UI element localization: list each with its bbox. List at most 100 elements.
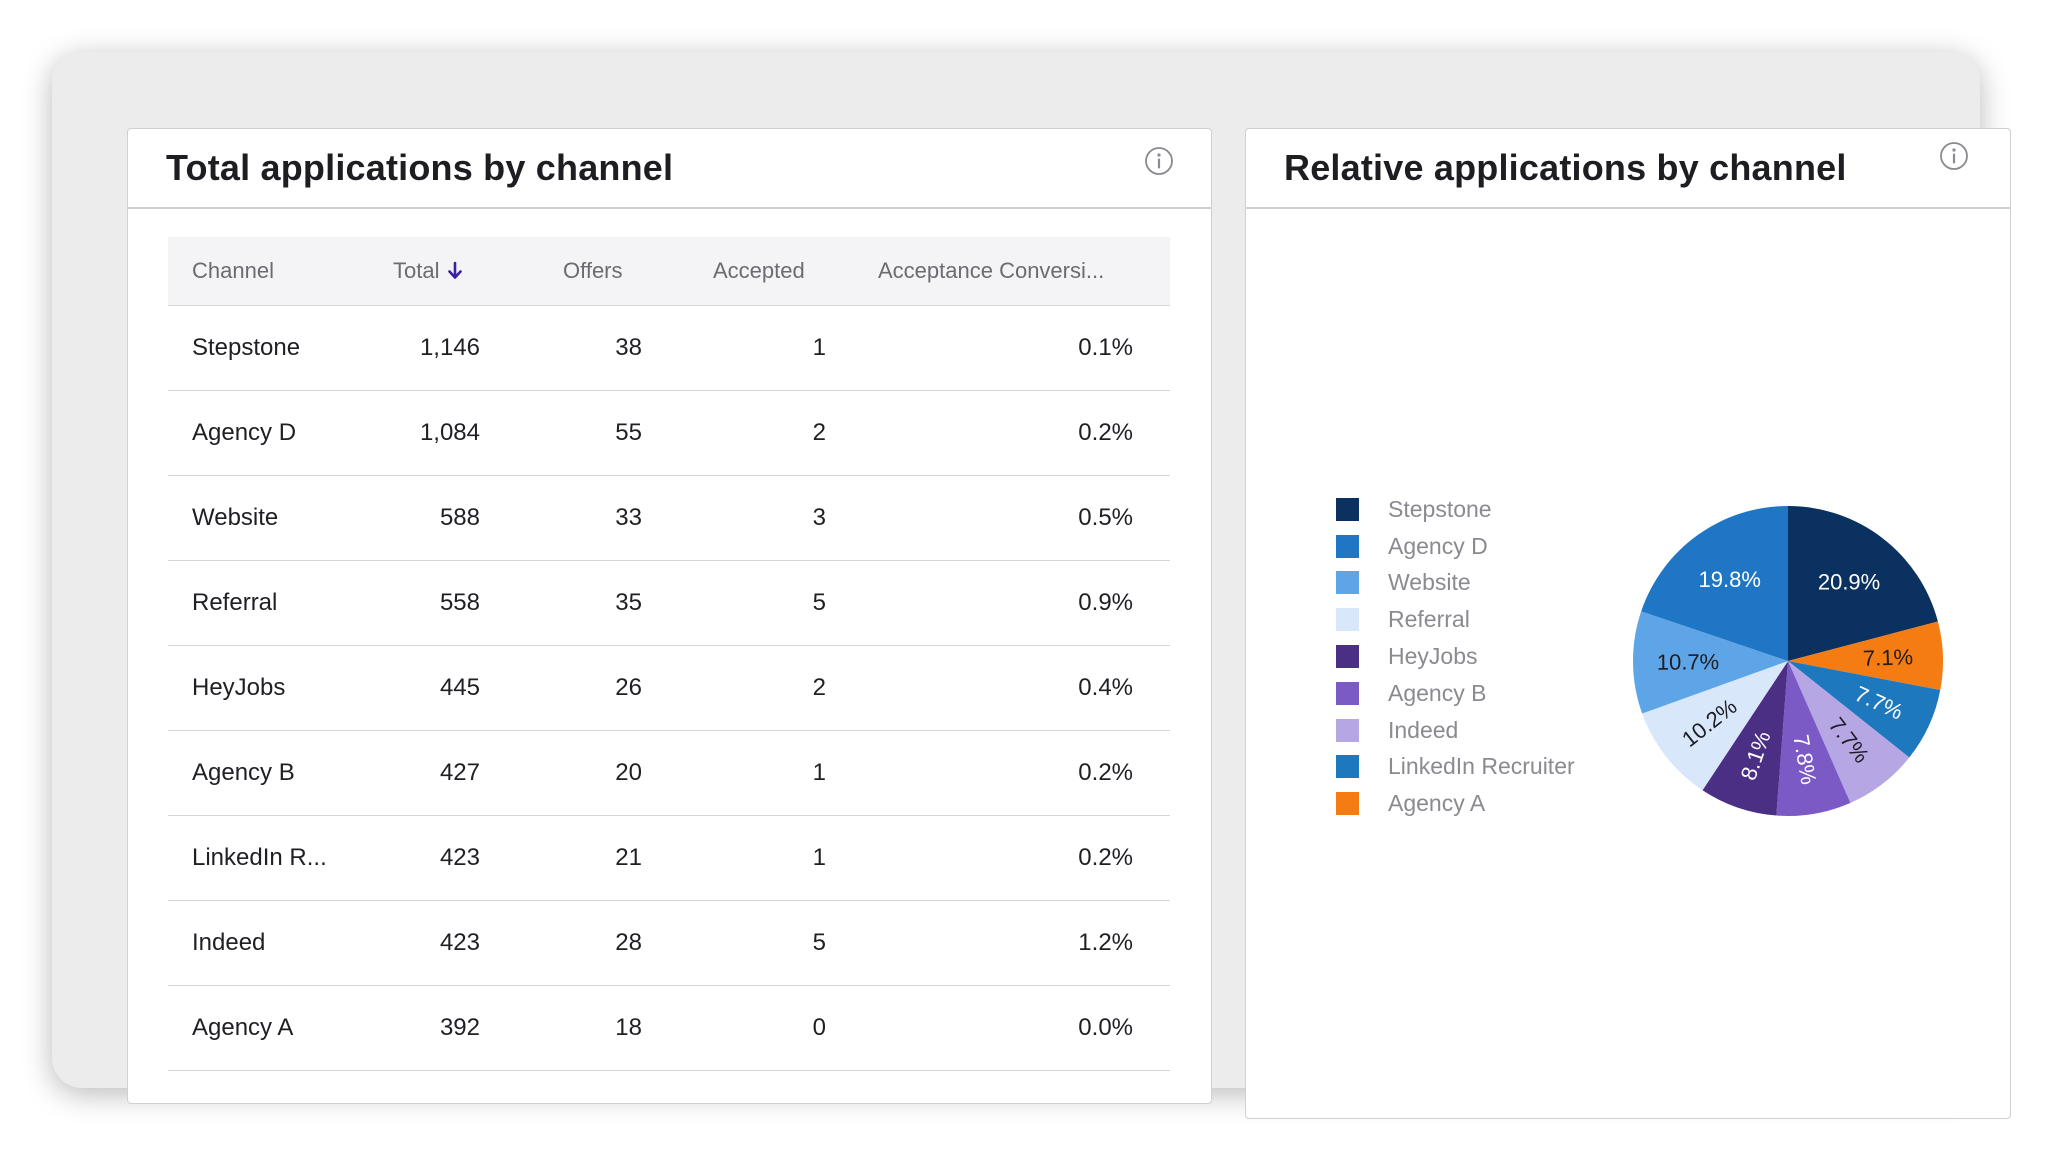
pie-slice[interactable] [1633,611,1788,714]
cell-offers: 28 [615,929,642,956]
pie-chart: 20.9%7.1%7.7%7.7%7.8%8.1%10.2%10.7%19.8% [1633,506,1943,816]
legend-item[interactable]: Website [1336,565,1575,602]
table-body: Stepstone 1,146 38 1 0.1% Agency D 1,084 55 2 0.2… [168,306,1170,1071]
chart-legend: Stepstone Agency D Website Referral HeyJobs A… [1336,491,1575,822]
cell-accepted: 1 [812,759,826,786]
pie-slice-label: 10.7% [1657,649,1720,675]
legend-item[interactable]: Stepstone [1336,491,1575,528]
legend-label: Website [1388,569,1471,596]
cell-acceptance-conversion: 1.2% [1078,929,1133,956]
cell-acceptance-conversion: 0.4% [1078,674,1133,701]
cell-offers: 35 [615,589,642,616]
cell-offers: 38 [615,334,642,361]
cell-offers: 20 [615,759,642,786]
legend-label: HeyJobs [1388,643,1478,670]
legend-item[interactable]: Indeed [1336,712,1575,749]
legend-item[interactable]: Agency B [1336,675,1575,712]
legend-item[interactable]: HeyJobs [1336,638,1575,675]
cell-channel: Stepstone [192,334,301,361]
cell-accepted: 2 [812,674,826,701]
table-header: Channel Total Offers Accepted Acceptance… [168,237,1170,306]
cell-channel: Agency D [192,419,297,446]
cell-offers: 21 [615,844,642,871]
panel-divider [1246,207,2010,209]
cell-channel: Indeed [192,929,266,956]
column-header-accepted[interactable]: Accepted [713,258,805,283]
cell-acceptance-conversion: 0.1% [1078,334,1133,361]
cell-channel: HeyJobs [192,674,286,701]
column-header-acceptance-conversion[interactable]: Acceptance Conversi... [878,258,1105,283]
info-circle-icon[interactable] [1143,145,1175,177]
table-row[interactable]: HeyJobs 445 26 2 0.4% [168,646,1170,731]
cell-acceptance-conversion: 0.9% [1078,589,1133,616]
total-applications-panel: Total applications by channel Channel To… [127,128,1212,1104]
legend-swatch [1336,718,1359,742]
panel-divider [128,207,1211,209]
legend-swatch [1336,645,1359,669]
cell-offers: 55 [615,419,642,446]
cell-total: 445 [439,674,480,701]
legend-label: Indeed [1388,716,1459,743]
legend-label: Agency D [1388,532,1488,559]
cell-accepted: 1 [812,844,826,871]
cell-total: 423 [439,929,480,956]
table-row[interactable]: LinkedIn R... 423 21 1 0.2% [168,816,1170,901]
cell-acceptance-conversion: 0.0% [1078,1014,1133,1041]
cell-accepted: 0 [812,1014,826,1041]
table-row[interactable]: Website 588 33 3 0.5% [168,476,1170,561]
column-header-channel[interactable]: Channel [192,258,274,283]
pie-slice[interactable] [1788,621,1943,691]
table-row[interactable]: Agency A 392 18 0 0.0% [168,986,1170,1071]
cell-acceptance-conversion: 0.2% [1078,844,1133,871]
table-row[interactable]: Agency D 1,084 55 2 0.2% [168,391,1170,476]
cell-total: 392 [439,1014,480,1041]
pie-slice-label: 19.8% [1699,567,1761,592]
cell-channel: Agency B [192,759,295,786]
relative-applications-panel: Relative applications by channel Stepsto… [1245,128,2011,1119]
legend-item[interactable]: LinkedIn Recruiter [1336,749,1575,786]
panel-title: Total applications by channel [166,147,674,188]
cell-accepted: 2 [812,419,826,446]
legend-swatch [1336,497,1359,521]
cell-channel: LinkedIn R... [192,844,327,871]
panel-title: Relative applications by channel [1284,147,1847,188]
legend-item[interactable]: Referral [1336,601,1575,638]
pie-slice[interactable] [1788,661,1910,803]
cell-channel: Agency A [192,1014,294,1041]
cell-accepted: 1 [812,334,826,361]
pie-slice[interactable] [1641,506,1788,661]
arrow-down-icon [448,261,463,279]
cell-channel: Referral [192,589,278,616]
pie-slice[interactable] [1788,506,1938,661]
cell-total: 558 [439,589,480,616]
table-row[interactable]: Indeed 423 28 5 1.2% [168,901,1170,986]
info-circle-icon[interactable] [1938,140,1970,172]
table-row[interactable]: Referral 558 35 5 0.9% [168,561,1170,646]
legend-label: Referral [1388,606,1470,633]
cell-total: 423 [439,844,480,871]
table-row[interactable]: Stepstone 1,146 38 1 0.1% [168,306,1170,391]
column-header-offers[interactable]: Offers [563,258,623,283]
column-header-total[interactable]: Total [393,237,463,305]
pie-slice[interactable] [1642,661,1788,791]
legend-swatch [1336,755,1359,779]
cell-total: 588 [439,504,480,531]
channel-table: Channel Total Offers Accepted Acceptance… [168,237,1170,1071]
pie-slice[interactable] [1702,661,1788,816]
legend-swatch [1336,534,1359,558]
table-row[interactable]: Agency B 427 20 1 0.2% [168,731,1170,816]
legend-label: Stepstone [1388,495,1492,522]
legend-label: Agency B [1388,679,1487,706]
legend-swatch [1336,608,1359,632]
cell-offers: 18 [615,1014,642,1041]
cell-acceptance-conversion: 0.2% [1078,419,1133,446]
cell-accepted: 5 [812,589,826,616]
pie-slice[interactable] [1776,661,1851,816]
cell-offers: 26 [615,674,642,701]
legend-label: LinkedIn Recruiter [1388,753,1575,780]
legend-item[interactable]: Agency A [1336,785,1575,822]
cell-total: 427 [439,759,480,786]
pie-slice-label: 20.9% [1818,569,1880,594]
pie-slice[interactable] [1788,661,1941,758]
legend-item[interactable]: Agency D [1336,528,1575,565]
